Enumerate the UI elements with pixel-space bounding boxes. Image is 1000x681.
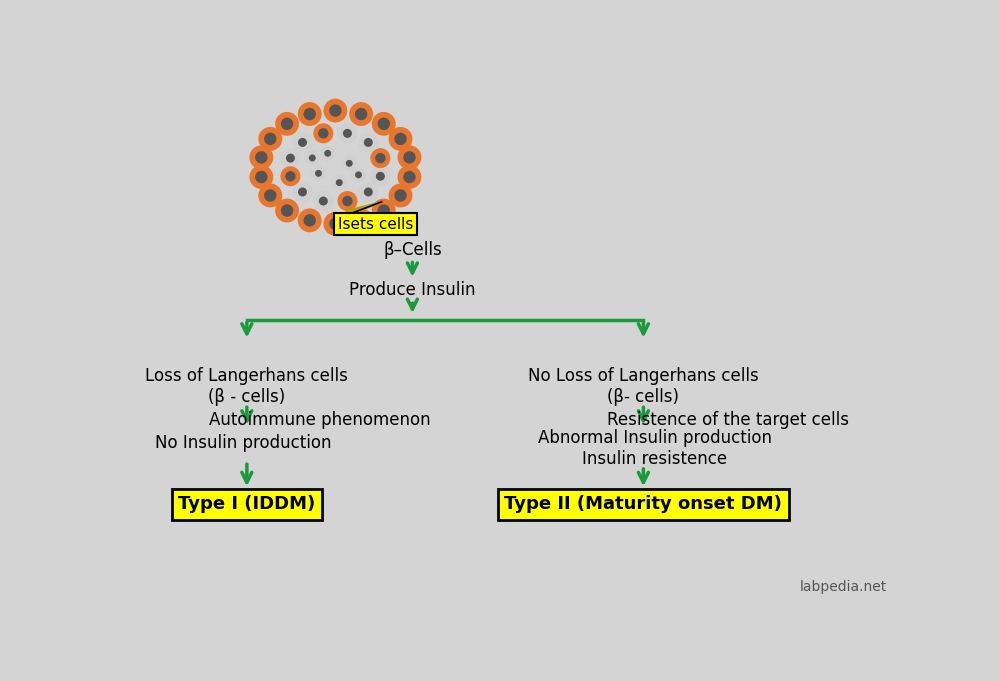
Circle shape [280,148,300,168]
Circle shape [298,208,322,232]
Circle shape [311,165,326,181]
Circle shape [358,182,378,202]
Circle shape [378,204,390,217]
Circle shape [358,132,378,153]
Circle shape [298,187,307,196]
Circle shape [298,102,322,126]
Circle shape [403,151,416,163]
Circle shape [292,182,312,202]
Circle shape [355,108,367,121]
Circle shape [372,199,396,223]
Circle shape [305,151,320,165]
Circle shape [394,133,407,145]
Circle shape [249,165,273,189]
Circle shape [292,132,312,153]
Circle shape [313,123,333,144]
Circle shape [258,127,282,151]
Text: Abnormal Insulin production
Insulin resistence: Abnormal Insulin production Insulin resi… [538,429,772,468]
Circle shape [351,168,366,183]
Circle shape [318,128,329,138]
Polygon shape [339,202,382,221]
Circle shape [258,184,282,208]
Circle shape [403,171,416,183]
Text: labpedia.net: labpedia.net [800,580,887,594]
Circle shape [264,189,276,202]
Circle shape [355,172,362,178]
Circle shape [349,102,373,126]
Circle shape [394,189,407,202]
Circle shape [249,146,273,170]
Circle shape [319,197,328,206]
Circle shape [303,214,316,227]
Text: No Insulin production: No Insulin production [155,434,331,452]
Circle shape [342,156,357,171]
Circle shape [275,112,299,136]
Circle shape [332,175,347,190]
Circle shape [364,138,373,147]
Circle shape [370,148,390,168]
Circle shape [342,196,353,206]
Circle shape [309,155,316,161]
Circle shape [329,217,342,230]
Text: Loss of Langerhans cells
(β - cells): Loss of Langerhans cells (β - cells) [145,367,348,406]
Circle shape [364,187,373,196]
Text: Type II (Maturity onset DM): Type II (Maturity onset DM) [504,496,782,513]
Text: β–Cells: β–Cells [383,241,442,259]
Circle shape [280,166,300,187]
Circle shape [372,112,396,136]
Circle shape [281,204,293,217]
Circle shape [389,184,412,208]
Circle shape [315,170,322,177]
Circle shape [324,150,331,157]
Text: Type I (IDDM): Type I (IDDM) [178,496,315,513]
Circle shape [398,146,421,170]
Circle shape [281,118,293,130]
Circle shape [323,99,347,123]
Circle shape [323,212,347,236]
Circle shape [389,127,412,151]
Circle shape [337,123,357,144]
Circle shape [313,191,333,211]
Circle shape [355,214,367,227]
Circle shape [303,108,316,121]
Circle shape [337,191,357,211]
Circle shape [376,172,385,180]
Circle shape [375,153,386,163]
Text: Autoimmune phenomenon: Autoimmune phenomenon [209,411,431,429]
Text: Isets cells: Isets cells [338,217,413,232]
Circle shape [378,118,390,130]
Text: Resistence of the target cells: Resistence of the target cells [607,411,849,429]
Circle shape [264,133,276,145]
Circle shape [275,199,299,223]
Circle shape [346,160,353,167]
Circle shape [343,129,352,138]
Circle shape [286,154,295,163]
Circle shape [255,151,268,163]
Circle shape [349,208,373,232]
Circle shape [320,146,335,161]
Text: No Loss of Langerhans cells
(β- cells): No Loss of Langerhans cells (β- cells) [528,367,759,406]
Text: Produce Insulin: Produce Insulin [349,281,476,300]
Circle shape [398,165,421,189]
Circle shape [336,179,343,186]
Circle shape [255,171,268,183]
Circle shape [285,171,296,181]
Circle shape [370,166,390,187]
Circle shape [298,138,307,147]
Circle shape [329,104,342,117]
